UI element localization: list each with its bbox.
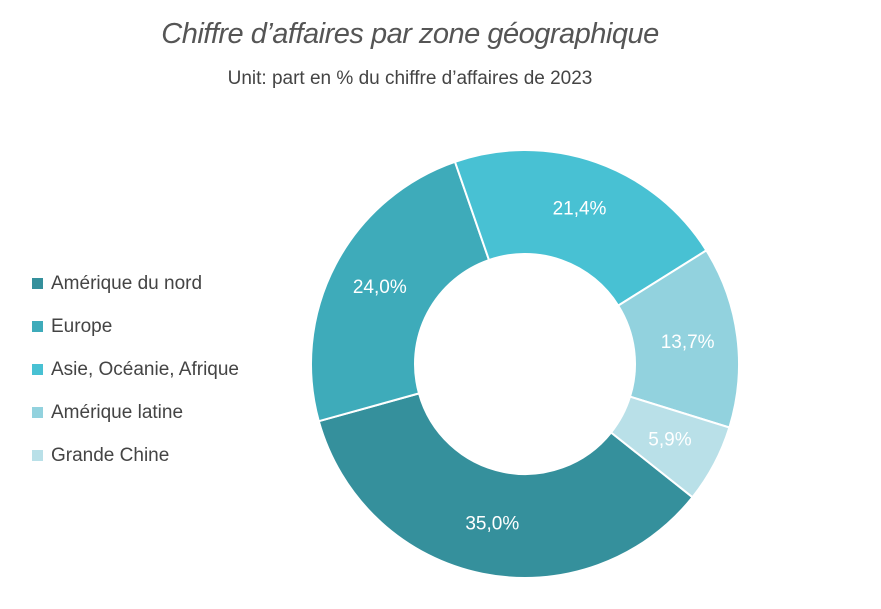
legend-swatch xyxy=(32,450,43,461)
legend-label: Asie, Océanie, Afrique xyxy=(51,358,239,380)
chart-subtitle: Unit: part en % du chiffre d’affaires de… xyxy=(227,68,593,89)
slice-label-amerique-latine: 13,7% xyxy=(661,332,715,353)
legend-item-asie-oceanie-afrique: Asie, Océanie, Afrique xyxy=(32,348,239,391)
legend: Amérique du nord Europe Asie, Océanie, A… xyxy=(32,262,239,477)
legend-item-grande-chine: Grande Chine xyxy=(32,434,239,477)
slice-label-grande-chine: 5,9% xyxy=(648,430,691,451)
slice-grande-chine xyxy=(609,395,731,499)
legend-label: Grande Chine xyxy=(51,444,170,466)
legend-swatch xyxy=(32,407,43,418)
legend-swatch xyxy=(32,278,43,289)
slice-europe xyxy=(310,160,491,423)
legend-item-amerique-du-nord: Amérique du nord xyxy=(32,262,239,305)
slice-asie-oceanie-afrique xyxy=(453,149,708,307)
legend-label: Europe xyxy=(51,315,113,337)
slice-label-europe: 24,0% xyxy=(353,277,407,298)
slice-amerique-du-nord xyxy=(317,392,694,579)
chart-title: Chiffre d’affaires par zone géographique xyxy=(161,18,659,50)
slice-amerique-latine xyxy=(616,249,740,429)
legend-item-amerique-latine: Amérique latine xyxy=(32,391,239,434)
legend-swatch xyxy=(32,364,43,375)
slice-label-amerique-du-nord: 35,0% xyxy=(465,514,519,535)
legend-label: Amérique latine xyxy=(51,401,184,423)
legend-swatch xyxy=(32,321,43,332)
legend-label: Amérique du nord xyxy=(51,272,203,294)
slice-label-asie-oceanie-afrique: 21,4% xyxy=(553,198,607,219)
legend-item-europe: Europe xyxy=(32,305,239,348)
